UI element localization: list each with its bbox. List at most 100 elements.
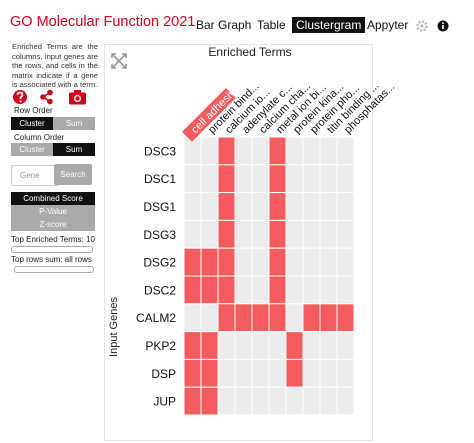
column-label: protein bind... — [206, 81, 262, 137]
top-terms-slider[interactable] — [11, 246, 93, 253]
column-label: calcium cha... — [257, 80, 313, 136]
heatmap-cell — [183, 331, 202, 360]
heatmap-cell — [285, 247, 304, 277]
top-rows-slider[interactable] — [14, 266, 94, 273]
heatmap-cell — [302, 386, 321, 416]
row-label: DSG2 — [143, 256, 176, 270]
tab[interactable]: Table — [257, 18, 286, 32]
camera-icon[interactable] — [69, 90, 86, 105]
heatmap-cell — [336, 386, 355, 416]
heatmap-cell — [234, 192, 253, 221]
y-axis-label: Input Genes — [108, 297, 120, 357]
tab[interactable]: Clustergram — [292, 17, 366, 33]
heatmap-cell — [336, 247, 355, 277]
heatmap-cell — [217, 275, 236, 305]
heatmap-cell — [285, 164, 304, 194]
toggle-option[interactable]: Sum — [53, 143, 95, 156]
heatmap-cell — [285, 331, 304, 360]
heatmap-cell — [217, 386, 236, 416]
heatmap-cell — [302, 275, 321, 305]
column-label: adenylate c... — [240, 81, 295, 136]
heatmap-cell — [268, 219, 287, 249]
heatmap-cell — [200, 192, 219, 221]
heatmap-cell — [217, 303, 236, 333]
heatmap-cell — [302, 303, 321, 333]
heatmap-cell — [251, 358, 270, 388]
heatmap-cell — [336, 164, 355, 194]
column-order-label: Column Order — [14, 133, 65, 142]
heatmap-cell — [183, 136, 202, 166]
heatmap-cell — [183, 386, 202, 416]
heatmap-cell — [268, 192, 287, 221]
toggle-option[interactable]: Cluster — [11, 117, 53, 130]
heatmap-cell — [183, 192, 202, 221]
heatmap-cell — [251, 136, 270, 166]
heatmap-cell — [336, 136, 355, 166]
clustergram-title: Enriched Terms — [208, 45, 291, 59]
heatmap-cell — [336, 219, 355, 249]
heatmap-cell — [217, 247, 236, 277]
column-label: calcium io... — [223, 87, 273, 137]
heatmap-cell — [251, 275, 270, 305]
tab[interactable]: Bar Graph — [196, 18, 252, 32]
heatmap-cell — [251, 192, 270, 221]
heatmap-cell — [200, 386, 219, 416]
expand-icon[interactable] — [111, 53, 127, 69]
heatmap-cell — [285, 219, 304, 249]
heatmap-cell — [183, 219, 202, 249]
toggle-option[interactable]: Cluster — [11, 143, 53, 156]
heatmap-cell — [251, 219, 270, 249]
score-option[interactable]: P-Value — [11, 205, 95, 218]
column-label: protein kina... — [291, 81, 346, 136]
heatmap-cell — [285, 303, 304, 333]
column-label: cell adhesiv... — [189, 81, 244, 136]
score-option[interactable]: Combined Score — [11, 192, 95, 205]
heatmap-cell — [336, 192, 355, 221]
heatmap-cell — [319, 192, 338, 221]
share-icon[interactable] — [40, 89, 53, 105]
heatmap-cell — [200, 164, 219, 194]
column-label: protein pho... — [308, 82, 362, 136]
heatmap-cell — [234, 136, 253, 166]
heatmap-cell — [183, 275, 202, 305]
search-button[interactable]: Search — [54, 164, 92, 185]
heatmap-cell — [319, 247, 338, 277]
heatmap-cell — [302, 358, 321, 388]
column-label: metal ion bi... — [274, 81, 329, 136]
heatmap-cell — [302, 331, 321, 360]
heatmap-cell — [183, 358, 202, 388]
heatmap-cell — [285, 136, 304, 166]
heatmap-cell — [217, 219, 236, 249]
heatmap-cell — [319, 164, 338, 194]
tab[interactable]: Appyter — [367, 18, 409, 32]
heatmap-cell — [200, 247, 219, 277]
heatmap-cell — [234, 275, 253, 305]
heatmap-cell — [234, 247, 253, 277]
heatmap-cell — [217, 331, 236, 360]
heatmap-cell — [217, 358, 236, 388]
row-label: DSG1 — [143, 200, 176, 214]
gene-input[interactable]: Gene — [11, 165, 59, 186]
heatmap-cell — [268, 303, 287, 333]
info-icon[interactable] — [437, 20, 449, 32]
heatmap-cell — [268, 247, 287, 277]
heatmap-cell — [200, 331, 219, 360]
score-option[interactable]: Z-score — [11, 218, 95, 231]
heatmap-cell — [234, 164, 253, 194]
heatmap-cell — [268, 275, 287, 305]
heatmap-cell — [234, 219, 253, 249]
heatmap-cell — [268, 358, 287, 388]
top-rows-label: Top rows sum: all rows — [11, 255, 92, 264]
settings-icon[interactable] — [416, 20, 428, 32]
row-label: DSC2 — [144, 283, 176, 297]
heatmap-cell — [268, 164, 287, 194]
heatmap-cell — [183, 303, 202, 333]
heatmap-cell — [251, 164, 270, 194]
help-icon[interactable] — [13, 90, 27, 104]
heatmap-cell — [183, 164, 202, 194]
row-label: PKP2 — [145, 339, 176, 353]
toggle-option[interactable]: Sum — [53, 117, 95, 130]
heatmap-cell — [234, 358, 253, 388]
heatmap-cell — [336, 331, 355, 360]
description: Enriched Terms are the columns, input ge… — [12, 42, 98, 90]
